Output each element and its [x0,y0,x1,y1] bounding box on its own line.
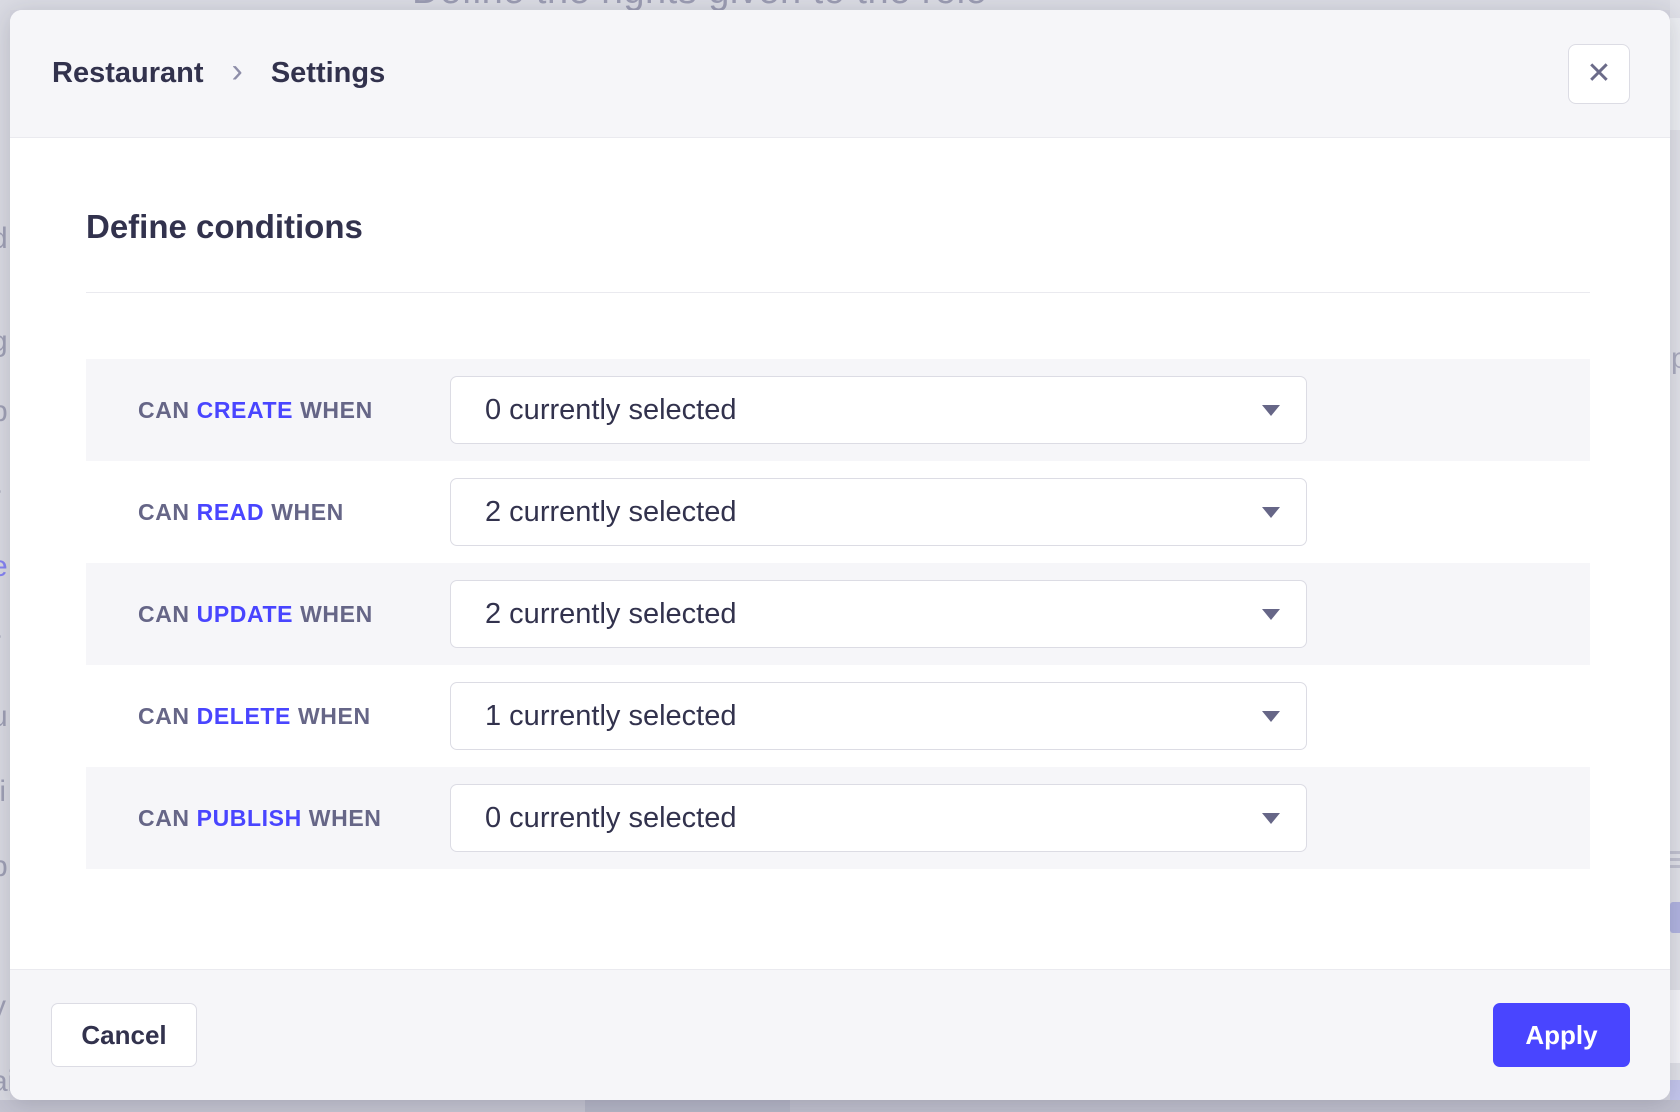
backdrop-bottom-strip [0,1100,1680,1112]
conditions-select-update[interactable]: 2 currently selected [450,580,1307,648]
label-prefix: Can [138,600,190,627]
backdrop-top-strip: Define the rights given to the role [0,0,1680,10]
backdrop-line [1670,858,1680,861]
define-conditions-modal: Restaurant › Settings ✕ Define condition… [10,10,1670,1100]
backdrop-page-subtitle: Define the rights given to the role [412,0,987,10]
apply-button[interactable]: Apply [1493,1003,1630,1067]
breadcrumb-item-restaurant: Restaurant [52,57,204,89]
backdrop-line [1670,851,1680,854]
label-suffix: when [308,804,382,831]
select-value: 1 currently selected [485,699,737,732]
close-icon: ✕ [1586,56,1612,90]
page-title: Define conditions [86,208,363,245]
select-value: 2 currently selected [485,495,737,528]
select-value: 2 currently selected [485,597,737,630]
conditions-select-read[interactable]: 2 currently selected [450,478,1307,546]
label-prefix: Can [138,804,190,831]
permission-row-update: Can update when 2 currently selected [86,563,1590,665]
conditions-select-publish[interactable]: 0 currently selected [450,784,1307,852]
permission-row-label: Can publish when [86,805,450,832]
label-prefix: Can [138,396,190,423]
conditions-select-create[interactable]: 0 currently selected [450,376,1307,444]
modal-header: Restaurant › Settings ✕ [10,10,1670,138]
backdrop-text-fragment: ai [0,1065,10,1099]
label-suffix: when [297,702,371,729]
chevron-right-icon: › [231,51,243,90]
label-suffix: when [271,498,344,525]
select-value: 0 currently selected [485,801,737,834]
backdrop-text-fragment: v [0,990,6,1024]
backdrop-text-fragment: p [0,395,8,429]
permission-row-label: Can update when [86,601,450,628]
label-action: delete [196,702,291,729]
chevron-down-icon [1262,710,1280,722]
label-suffix: when [300,396,373,423]
close-button[interactable]: ✕ [1568,43,1630,104]
backdrop-left-strip: l d g p r e r u ti p v ai [0,0,10,1112]
modal-footer: Cancel Apply [10,969,1670,1100]
conditions-select-delete[interactable]: 1 currently selected [450,682,1307,750]
select-value: 0 currently selected [485,393,737,426]
divider [86,292,1590,293]
label-action: publish [196,804,302,831]
breadcrumb: Restaurant › Settings [52,54,385,94]
backdrop-block [1670,902,1680,933]
permission-row-label: Can create when [86,397,450,424]
chevron-down-icon [1262,404,1280,416]
backdrop-text-fragment: g [0,325,8,359]
permission-rows: Can create when 0 currently selected Can… [86,359,1590,869]
backdrop-checkbox-fragment [1670,1080,1680,1112]
backdrop-segment [0,1100,585,1112]
backdrop-text-fragment: p [1671,342,1680,375]
backdrop-line [1670,865,1680,868]
permission-row-read: Can read when 2 currently selected [86,461,1590,563]
label-suffix: when [300,600,373,627]
backdrop-text-fragment: p [0,850,8,884]
permission-row-label: Can delete when [86,703,450,730]
backdrop-text-fragment: ti [0,775,6,808]
label-action: create [196,396,294,423]
permission-row-create: Can create when 0 currently selected [86,359,1590,461]
backdrop-text-fragment: e [0,550,8,584]
breadcrumb-item-settings: Settings [270,57,386,89]
modal-body: Define conditions Can create when 0 curr… [10,138,1670,969]
cancel-button[interactable]: Cancel [51,1003,197,1067]
backdrop-right-strip: p [1670,0,1680,1112]
backdrop-segment [585,1100,790,1112]
backdrop-text-fragment: r [0,480,1,514]
chevron-down-icon [1262,506,1280,518]
label-action: read [196,498,265,525]
backdrop-block [1670,18,1680,130]
permission-row-publish: Can publish when 0 currently selected [86,767,1590,869]
backdrop-text-fragment: u [0,700,8,734]
backdrop-text-fragment: r [0,625,1,659]
label-prefix: Can [138,702,190,729]
chevron-down-icon [1262,608,1280,620]
backdrop-text-fragment: d [0,222,8,256]
chevron-down-icon [1262,812,1280,824]
label-action: update [196,600,294,627]
label-prefix: Can [138,498,190,525]
backdrop-block [1670,990,1680,1063]
permission-row-delete: Can delete when 1 currently selected [86,665,1590,767]
permission-row-label: Can read when [86,499,450,526]
